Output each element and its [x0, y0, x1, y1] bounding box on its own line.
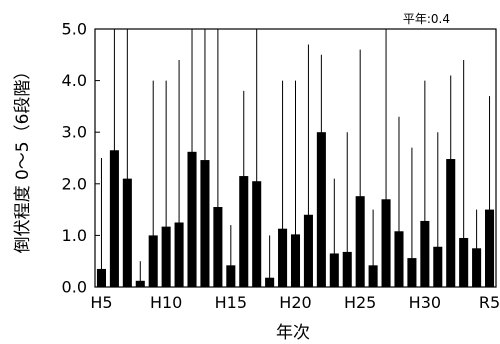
- data-bar: [187, 151, 197, 287]
- data-bar: [252, 181, 262, 287]
- x-axis-title: 年次: [276, 323, 310, 343]
- data-bar: [472, 248, 482, 287]
- y-tick-label: 3.0: [62, 123, 87, 142]
- data-bar: [420, 220, 430, 287]
- x-tick-label: H25: [344, 293, 376, 312]
- data-bar: [446, 159, 456, 287]
- x-tick-label: H5: [90, 293, 112, 312]
- data-bar: [200, 160, 210, 287]
- x-tick-label: H15: [215, 293, 247, 312]
- data-bar: [381, 199, 391, 287]
- y-tick-label: 4.0: [62, 71, 87, 90]
- data-bar: [290, 234, 301, 287]
- y-axis-title: 倒伏程度 0～5（6段階）: [13, 63, 33, 254]
- data-bar: [433, 246, 443, 287]
- average-annotation: 平年:0.4: [403, 12, 450, 26]
- x-tick-label: H10: [150, 293, 182, 312]
- data-bar: [96, 268, 106, 287]
- data-bar: [303, 214, 313, 287]
- data-bar: [316, 132, 326, 287]
- data-bar: [239, 176, 249, 287]
- x-tick-label: H20: [279, 293, 311, 312]
- data-bar: [135, 280, 145, 287]
- y-tick-label: 0.0: [62, 278, 87, 297]
- data-bar: [278, 228, 288, 287]
- data-bar: [265, 277, 275, 287]
- y-tick-label: 2.0: [62, 174, 87, 193]
- data-bar: [459, 237, 469, 287]
- data-bar: [368, 265, 378, 287]
- y-tick-label: 5.0: [62, 20, 87, 39]
- x-tick-label: R5: [479, 293, 500, 312]
- data-bar: [109, 150, 119, 287]
- x-tick-label: H30: [409, 293, 441, 312]
- data-bar: [226, 265, 236, 287]
- data-bar: [485, 209, 495, 287]
- data-bar: [342, 251, 352, 287]
- data-bar: [355, 196, 365, 287]
- data-bar: [407, 258, 417, 287]
- y-tick-label: 1.0: [62, 226, 87, 245]
- data-bar: [174, 222, 184, 287]
- data-bar: [213, 207, 223, 287]
- data-bar: [122, 178, 132, 287]
- data-bar: [161, 226, 171, 287]
- data-bar: [329, 253, 339, 287]
- data-bar: [148, 235, 158, 287]
- data-bar: [394, 231, 404, 287]
